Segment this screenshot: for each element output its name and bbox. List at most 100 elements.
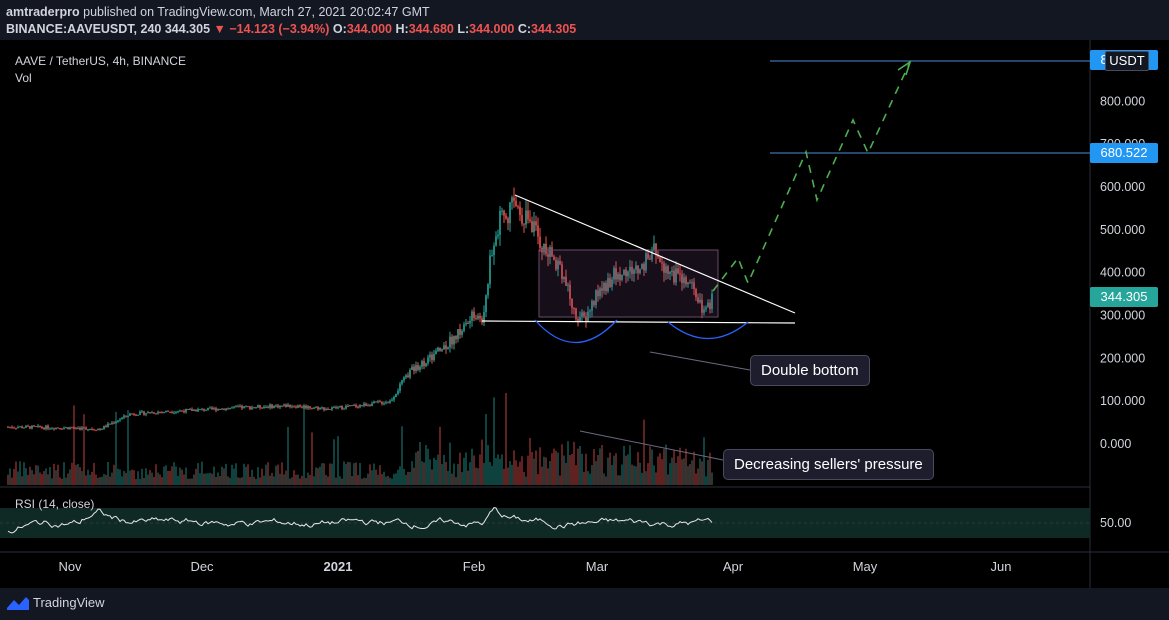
volume-bar <box>449 442 451 485</box>
volume-bar <box>581 453 583 485</box>
candle-body <box>147 412 149 414</box>
rsi-legend[interactable]: RSI (14, close) <box>15 497 94 511</box>
volume-bar <box>697 468 699 485</box>
time-axis[interactable]: Nov Dec 2021 Feb Mar Apr May Jun <box>58 559 1011 574</box>
candle-body <box>431 354 433 361</box>
candle-body <box>289 404 291 407</box>
volume-bar <box>93 462 95 485</box>
candle-body <box>641 263 643 270</box>
candle-body <box>543 243 545 253</box>
volume-bar <box>193 474 195 485</box>
volume-bar <box>381 474 383 485</box>
candle-body <box>173 412 175 414</box>
candle-body <box>655 243 657 255</box>
candle-body <box>589 310 591 312</box>
volume-bar <box>665 444 667 485</box>
volume-bar <box>67 473 69 485</box>
volume-bar <box>707 459 709 485</box>
volume-bar <box>589 473 591 485</box>
candle-body <box>139 411 141 415</box>
volume-bar <box>197 463 199 485</box>
volume-bar <box>545 457 547 485</box>
double-bottom-annotation[interactable]: Double bottom <box>750 355 870 386</box>
volume-bar <box>409 472 411 485</box>
rsi-layer <box>7 507 713 534</box>
candle-body <box>315 407 317 409</box>
candle-body <box>357 406 359 408</box>
tradingview-brand[interactable]: TradingView <box>33 595 105 610</box>
volume-bar <box>475 467 477 485</box>
volume-bar <box>97 477 99 485</box>
candle-body <box>445 345 447 350</box>
candle-body <box>227 408 229 410</box>
volume-bar <box>289 478 291 485</box>
candle-body <box>243 406 245 409</box>
candle-body <box>187 409 189 411</box>
volume-bar <box>107 461 109 485</box>
symbol[interactable]: BINANCE:AAVEUSDT, 240 <box>6 22 162 36</box>
volume-bar <box>429 459 431 485</box>
vol-legend[interactable]: Vol <box>15 71 32 85</box>
volume-bar <box>219 475 221 485</box>
candle-body <box>339 405 341 408</box>
volume-bar <box>671 457 673 485</box>
tradingview-logo-icon[interactable] <box>6 594 30 612</box>
volume-bar <box>461 472 463 485</box>
volume-bar <box>435 459 437 485</box>
candle-body <box>231 407 233 409</box>
candle-body <box>39 425 41 428</box>
candle-body <box>667 266 669 274</box>
volume-bar <box>59 477 61 485</box>
volume-bar <box>499 458 501 485</box>
volume-bar <box>369 464 371 485</box>
volume-bar <box>685 448 687 485</box>
candle-body <box>389 400 391 403</box>
candle-body <box>55 427 57 430</box>
pair-legend[interactable]: AAVE / TetherUS, 4h, BINANCE <box>15 54 186 68</box>
candle-body <box>481 318 483 323</box>
candle-body <box>527 210 529 220</box>
candle-body <box>57 427 59 429</box>
candle-body <box>373 401 375 404</box>
price-axis[interactable]: 800.000700.000600.000500.000400.000300.0… <box>1100 94 1145 451</box>
volume-bar <box>181 469 183 485</box>
volume-bar <box>165 465 167 485</box>
candle-body <box>423 361 425 367</box>
candle-body <box>45 425 47 430</box>
candle-body <box>135 414 137 416</box>
volume-bar <box>31 470 33 485</box>
candle-body <box>689 282 691 284</box>
candle-body <box>537 225 539 237</box>
sellers-pressure-annotation[interactable]: Decreasing sellers' pressure <box>723 449 934 480</box>
volume-bar <box>663 449 665 485</box>
candle-body <box>449 336 451 348</box>
volume-bar <box>353 463 355 485</box>
volume-bar <box>557 452 559 485</box>
candle-body <box>595 290 597 306</box>
volume-bar <box>85 475 87 485</box>
volume-bar <box>201 461 203 485</box>
volume-bar <box>69 469 71 485</box>
candle-body <box>343 408 345 410</box>
candle-body <box>523 223 525 225</box>
candle-body <box>517 206 519 208</box>
volume-bar <box>679 447 681 485</box>
volume-bar <box>655 472 657 485</box>
publisher-name[interactable]: amtraderpro <box>6 5 80 19</box>
volume-bar <box>305 477 307 485</box>
candle-body <box>675 268 677 283</box>
candle-body <box>659 257 661 263</box>
chart-svg[interactable]: 800.000700.000600.000500.000400.000300.0… <box>0 40 1169 588</box>
candle-body <box>89 428 91 430</box>
volume-bar <box>281 462 283 485</box>
price-tick-label: 800.000 <box>1100 94 1145 108</box>
volume-bar <box>177 475 179 485</box>
chart-area[interactable]: 800.000700.000600.000500.000400.000300.0… <box>0 40 1169 588</box>
currency-label[interactable]: USDT <box>1105 51 1149 71</box>
volume-bar <box>433 457 435 485</box>
volume-bar <box>43 471 45 485</box>
candle-body <box>201 408 203 410</box>
candle-body <box>397 390 399 394</box>
volume-bar <box>595 461 597 485</box>
volume-bar <box>83 414 85 485</box>
